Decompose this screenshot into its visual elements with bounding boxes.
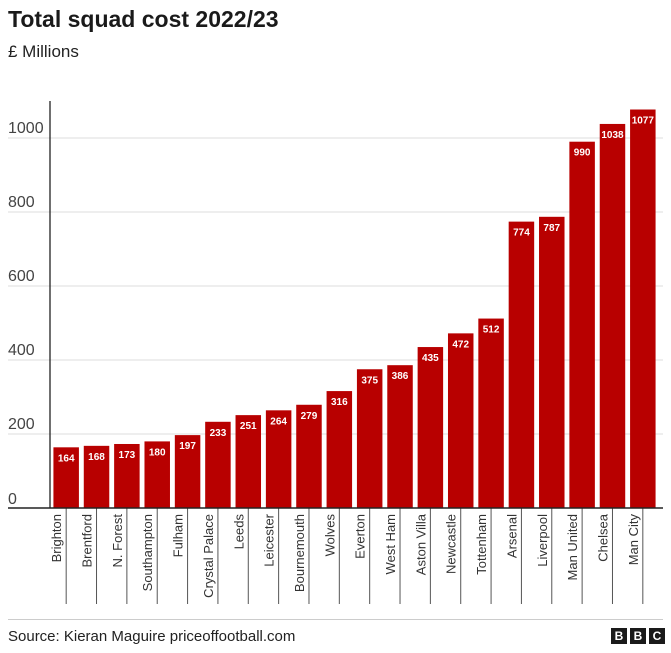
- x-tick-label: Southampton: [140, 514, 155, 591]
- bar-data-label: 279: [301, 411, 318, 422]
- y-tick-label: 0: [8, 491, 17, 508]
- x-tick-label: Chelsea: [595, 513, 610, 561]
- x-tick-label: West Ham: [383, 514, 398, 574]
- x-tick-label: Fulham: [171, 514, 186, 557]
- y-tick-label: 1000: [8, 120, 44, 137]
- x-tick-label: N. Forest: [110, 514, 125, 568]
- x-tick-label: Man United: [565, 514, 580, 580]
- bar: [114, 443, 140, 508]
- bar: [174, 435, 201, 508]
- bar-data-label: 787: [543, 223, 560, 234]
- bar: [356, 369, 383, 508]
- bar-data-label: 1038: [601, 130, 624, 141]
- x-tick-label: Leicester: [262, 513, 277, 566]
- x-tick-label: Liverpool: [535, 514, 550, 567]
- x-tick-label: Arsenal: [504, 514, 519, 558]
- chart-subtitle: £ Millions: [8, 42, 79, 61]
- bar-data-label: 173: [119, 450, 136, 461]
- bar-data-label: 990: [574, 148, 591, 159]
- bar-data-label: 316: [331, 397, 348, 408]
- bar: [53, 447, 79, 508]
- bar: [296, 404, 322, 508]
- bar-chart: 0 200 400 600 800 1000 164 Brighton 168 Brentford…: [8, 101, 663, 604]
- bar-data-label: 180: [149, 447, 166, 458]
- bar-data-label: 168: [88, 452, 105, 463]
- bar: [265, 410, 292, 508]
- bar: [569, 141, 595, 508]
- y-tick-label: 800: [8, 194, 35, 211]
- x-tick-label: Brentford: [80, 514, 95, 567]
- bar: [205, 421, 231, 508]
- bar-data-label: 774: [513, 228, 530, 239]
- bar: [387, 365, 413, 508]
- bbc-logo-letter: C: [649, 628, 665, 644]
- source-credit: Source: Kieran Maguire priceoffootball.c…: [8, 628, 296, 645]
- x-tick-label: Tottenham: [474, 514, 489, 575]
- bar: [83, 445, 110, 508]
- bar-data-label: 197: [179, 441, 196, 452]
- bar: [599, 123, 626, 508]
- bar: [447, 333, 474, 508]
- bar-data-label: 375: [361, 375, 378, 386]
- x-tick-label: Crystal Palace: [201, 514, 216, 598]
- bar: [539, 216, 565, 508]
- bar: [478, 318, 504, 508]
- bar: [630, 109, 656, 508]
- x-tick-label: Everton: [353, 514, 368, 559]
- footer-divider: [8, 619, 663, 620]
- x-tick-label: Aston Villa: [413, 513, 428, 575]
- bar-data-label: 386: [392, 371, 409, 382]
- bbc-logo: B B C: [611, 628, 665, 644]
- bar-data-label: 264: [270, 416, 287, 427]
- x-tick-label: Bournemouth: [292, 514, 307, 592]
- chart-title: Total squad cost 2022/23: [8, 6, 279, 32]
- y-tick-label: 400: [8, 342, 35, 359]
- bbc-logo-letter: B: [611, 628, 627, 644]
- bar: [417, 347, 444, 508]
- x-tick-label: Brighton: [49, 514, 64, 562]
- bbc-logo-letter: B: [630, 628, 646, 644]
- bar-data-label: 512: [483, 325, 500, 336]
- x-tick-label: Man City: [626, 514, 641, 566]
- bar: [326, 391, 353, 508]
- bar: [144, 441, 170, 508]
- bar-data-label: 472: [452, 339, 469, 350]
- bar-data-label: 164: [58, 453, 75, 464]
- bar: [508, 221, 535, 508]
- bar-data-label: 233: [210, 428, 227, 439]
- y-tick-label: 600: [8, 268, 35, 285]
- x-tick-label: Newcastle: [444, 514, 459, 574]
- bar: [235, 415, 262, 508]
- bar-data-label: 251: [240, 421, 257, 432]
- y-tick-label: 200: [8, 416, 35, 433]
- bar-data-label: 435: [422, 353, 439, 364]
- bar-data-label: 1077: [632, 116, 655, 127]
- x-tick-label: Wolves: [322, 514, 337, 557]
- x-tick-label: Leeds: [231, 514, 246, 550]
